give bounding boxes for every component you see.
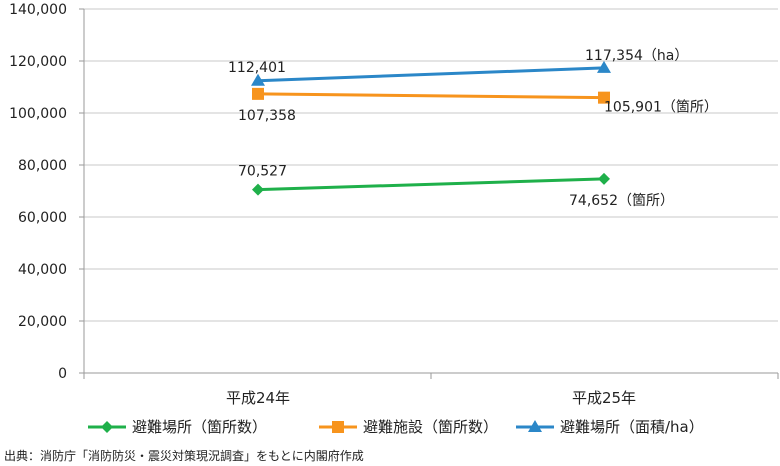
series-group: [251, 60, 611, 196]
y-tick-label: 0: [58, 366, 67, 382]
x-category-label: 平成24年: [226, 389, 290, 407]
y-tick-label: 20,000: [18, 314, 67, 330]
legend: 避難場所（箇所数） 避難施設（箇所数） 避難場所（面積/ha）: [88, 418, 704, 436]
y-tick-label: 60,000: [18, 210, 67, 226]
x-axis-categories: 平成24年 平成25年: [226, 389, 636, 407]
gridlines: [84, 8, 778, 322]
legend-label: 避難施設（箇所数）: [363, 418, 498, 436]
data-label: 117,354（ha）: [585, 48, 688, 64]
series-line: [257, 177, 605, 192]
square-marker: [598, 91, 610, 104]
data-label: 74,652（箇所）: [569, 192, 674, 209]
source-note: 出典：消防庁「消防防災・震災対策現況調査」をもとに内閣府作成: [4, 449, 364, 463]
y-axis-ticks: 0 20,000 40,000 60,000 80,000 100,000 120,000 1…: [9, 2, 67, 382]
legend-label: 避難場所（面積/ha）: [560, 418, 704, 436]
axes: [79, 8, 779, 379]
diamond-marker: [101, 421, 113, 433]
y-tick-label: 80,000: [18, 158, 67, 174]
diamond-marker: [252, 183, 264, 196]
y-tick-label: 140,000: [9, 2, 67, 18]
data-label: 112,401: [228, 60, 286, 76]
y-tick-label: 120,000: [9, 54, 67, 70]
legend-label: 避難場所（箇所数）: [132, 418, 267, 436]
series-line: [257, 92, 605, 100]
data-label: 105,901（箇所）: [604, 99, 718, 116]
square-marker: [332, 421, 344, 433]
y-tick-label: 40,000: [18, 262, 67, 278]
triangle-marker: [597, 60, 611, 73]
data-label: 70,527: [238, 164, 287, 180]
square-marker: [252, 87, 264, 100]
triangle-marker: [528, 420, 542, 432]
data-label: 107,358: [238, 108, 296, 124]
triangle-marker: [251, 73, 265, 86]
series-line: [257, 66, 605, 83]
x-category-label: 平成25年: [572, 389, 636, 407]
diamond-marker: [598, 172, 610, 185]
y-tick-label: 100,000: [9, 106, 67, 122]
data-labels: 70,527 74,652（箇所） 107,358 105,901（箇所） 112,40…: [228, 48, 718, 209]
